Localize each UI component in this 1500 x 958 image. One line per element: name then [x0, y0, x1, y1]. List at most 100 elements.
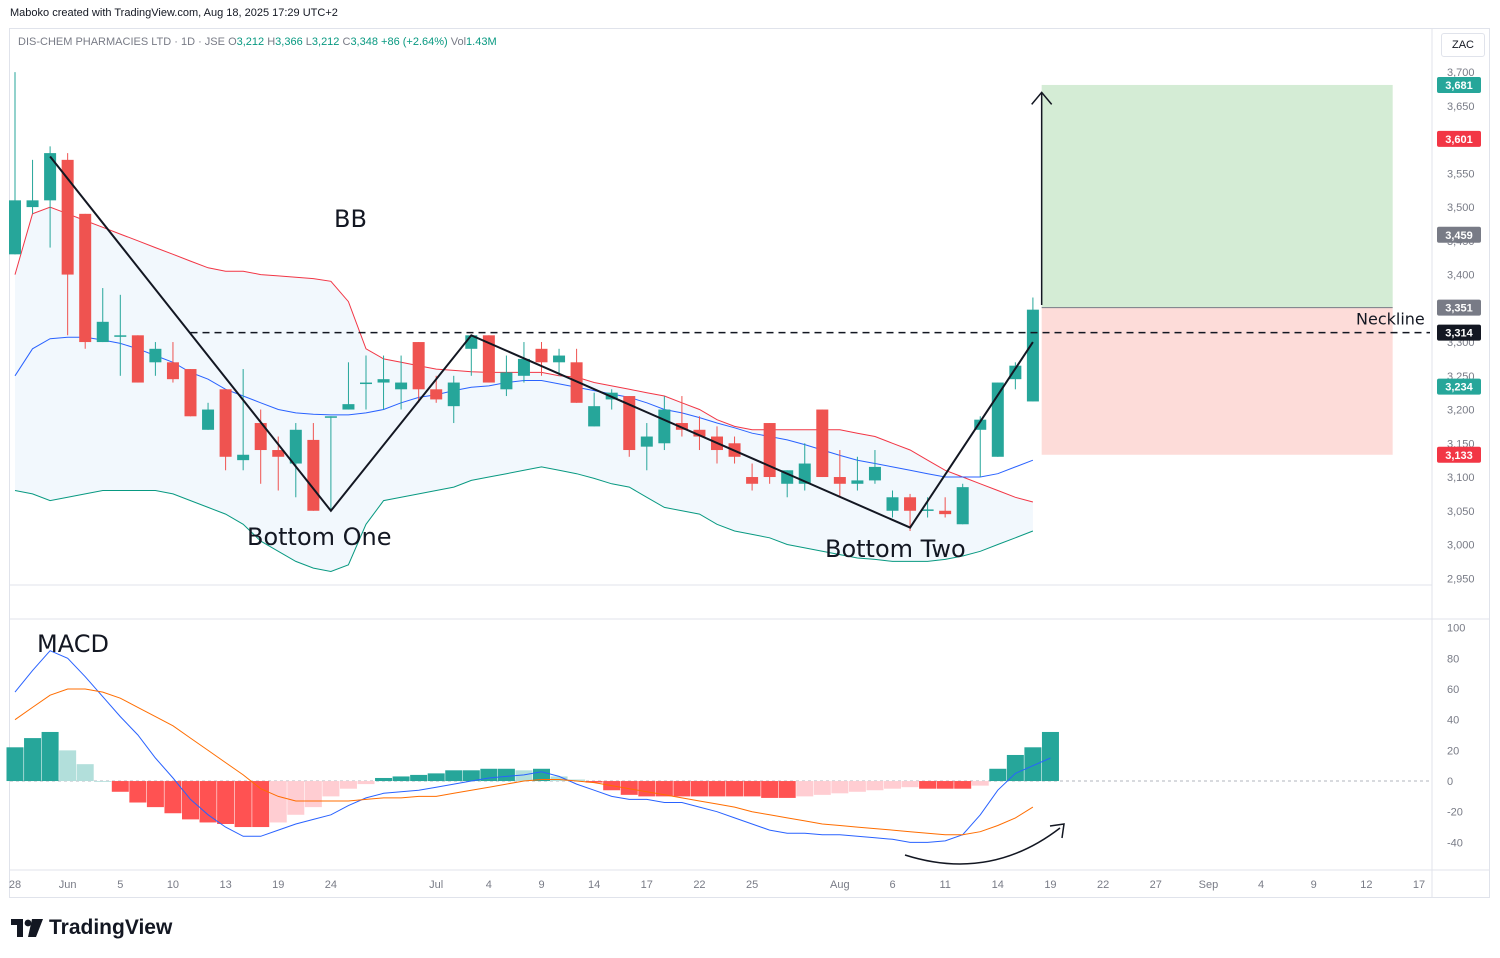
position-zones[interactable]	[1041, 84, 1393, 455]
candle	[44, 146, 57, 248]
macd-histogram-bar	[866, 781, 884, 791]
close-label: C	[342, 36, 351, 48]
candle	[886, 490, 899, 518]
low-label: L	[305, 36, 312, 48]
candle-body	[289, 429, 302, 464]
macd-histogram-bar	[304, 781, 322, 808]
low-value: 3,212	[311, 36, 340, 48]
price-badge-bg	[1437, 130, 1481, 147]
macd-histogram-bar	[410, 774, 428, 782]
price-tick-label: 3,050	[1447, 506, 1475, 518]
bb-label: BB	[334, 205, 367, 233]
macd-histogram-bar	[901, 781, 919, 788]
macd-tick-label: 20	[1447, 745, 1459, 757]
candle	[412, 342, 425, 403]
candle	[833, 450, 846, 498]
time-tick-label: 9	[538, 879, 544, 891]
price-badge: 3,133	[1437, 446, 1481, 463]
time-tick-label: Jun	[59, 879, 77, 891]
time-tick-label: 4	[486, 879, 492, 891]
time-tick-label: 14	[588, 879, 600, 891]
candle	[131, 335, 144, 383]
macd-label: MACD	[37, 630, 109, 658]
drawings[interactable]: BB Bottom One Bottom Two Neckline	[49, 91, 1430, 563]
candle-body	[254, 423, 267, 451]
macd-histogram-bar	[831, 781, 849, 794]
pattern-zigzag	[49, 155, 1034, 529]
time-tick-label: Aug	[830, 879, 850, 891]
candle-body	[61, 159, 74, 275]
candle	[939, 497, 952, 518]
macd-histogram-bar	[269, 781, 287, 823]
candle-body	[588, 406, 601, 427]
price-tick-label: 3,650	[1447, 101, 1475, 113]
candle-body	[693, 429, 706, 437]
candle-body	[430, 389, 443, 400]
candle-body	[219, 389, 232, 457]
price-badge: 3,314	[1437, 324, 1481, 341]
candle	[377, 355, 390, 410]
stop-zone	[1041, 307, 1393, 455]
candle-body	[833, 477, 846, 484]
price-tick-label: 3,550	[1447, 168, 1475, 180]
price-badge: 3,234	[1437, 378, 1481, 395]
symbol-name[interactable]: DIS-CHEM PHARMACIES LTD · 1D · JSE	[18, 36, 225, 48]
macd-histogram-bar	[690, 781, 708, 797]
high-label: H	[267, 36, 276, 48]
volume-label: Vol	[450, 36, 467, 48]
candle	[868, 450, 881, 484]
macd-histogram-bar	[515, 770, 533, 782]
candle	[324, 416, 337, 511]
currency-button[interactable]: ZAC	[1441, 33, 1485, 57]
bb-lower-line	[14, 466, 1034, 573]
macd-histogram-bar	[357, 781, 375, 785]
macd-histogram-bar	[94, 781, 112, 782]
macd-tick-label: 80	[1447, 653, 1459, 665]
macd-line	[14, 650, 1051, 843]
macd-histogram-bar	[568, 779, 586, 782]
price-tick-label: 3,700	[1447, 67, 1475, 79]
candlesticks	[9, 72, 1039, 532]
candle-body	[781, 470, 794, 484]
candle-body	[535, 348, 548, 363]
candle-body	[746, 477, 759, 484]
time-tick-label: 27	[1150, 879, 1162, 891]
candle-body	[956, 487, 969, 525]
macd-histogram-bar	[884, 781, 901, 789]
macd-histogram-bar	[1041, 731, 1059, 782]
time-tick-label: 5	[117, 879, 123, 891]
candle-body	[166, 362, 179, 380]
macd-histogram-bar	[59, 750, 77, 782]
bottom-two-label: Bottom Two	[825, 535, 966, 563]
time-tick-label: 10	[167, 879, 179, 891]
macd-tick-label: 100	[1447, 623, 1465, 635]
macd-histogram-bar	[41, 731, 59, 782]
macd-histogram-bar	[1024, 747, 1042, 782]
macd-histogram-bar	[778, 781, 796, 798]
macd-histogram-bar	[954, 781, 972, 789]
target-zone	[1041, 84, 1393, 308]
candle-body	[395, 382, 408, 390]
candle	[588, 392, 601, 427]
time-tick-label: 24	[325, 879, 337, 891]
chart-frame	[9, 28, 1490, 898]
candle	[149, 342, 162, 376]
candle-body	[184, 369, 197, 417]
macd-histogram-bar	[1006, 754, 1024, 782]
time-tick-label: 11	[939, 879, 950, 891]
macd-histogram-bar	[339, 781, 357, 789]
price-badge-value: 3,459	[1445, 230, 1473, 242]
candle-body	[342, 404, 355, 410]
price-tick-label: 3,200	[1447, 405, 1475, 417]
price-tick-label: 3,500	[1447, 202, 1475, 214]
candle-body	[114, 335, 127, 337]
volume-value: 1.43M	[466, 36, 497, 48]
candle-body	[26, 200, 39, 208]
tradingview-logo[interactable]: TradingView	[11, 916, 172, 940]
candle	[219, 389, 232, 471]
candle-body	[1009, 365, 1022, 380]
macd-histogram-bar	[392, 776, 410, 782]
macd-histogram-bar	[936, 781, 954, 789]
time-tick-label: 14	[992, 879, 1004, 891]
